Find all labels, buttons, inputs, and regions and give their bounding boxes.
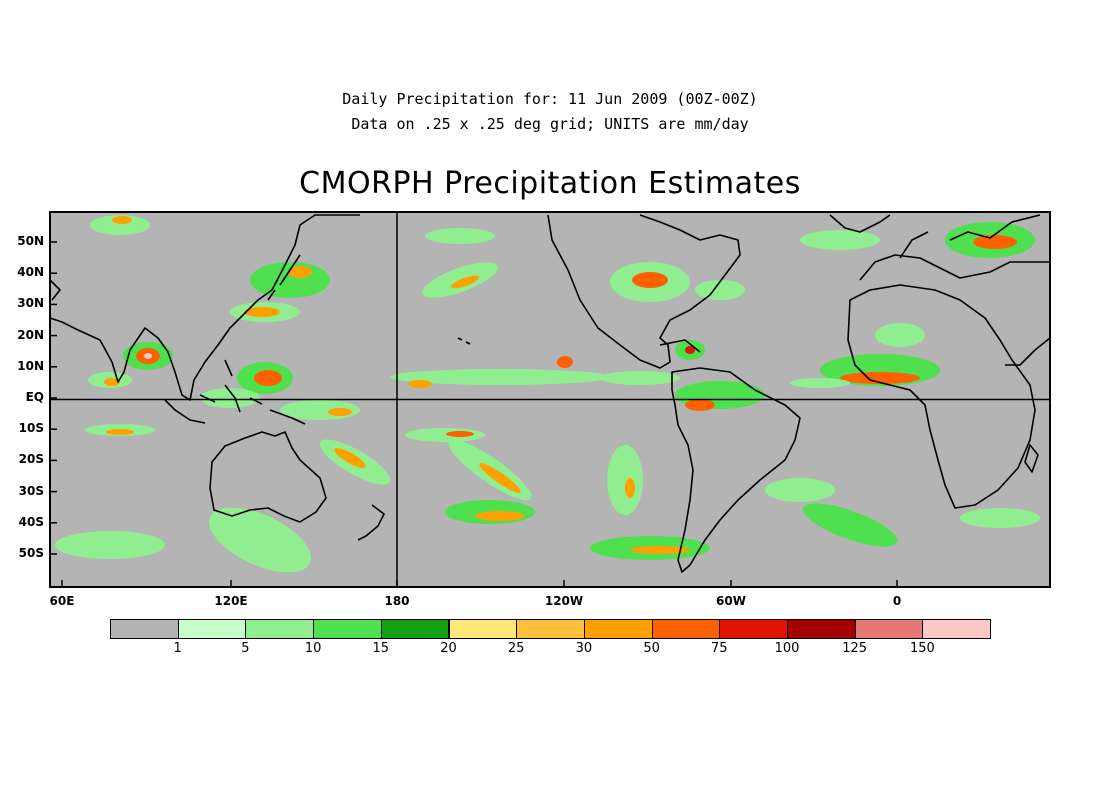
colorbar-swatch <box>110 619 179 639</box>
colorbar-label: 75 <box>711 641 728 656</box>
colorbar-label: 15 <box>372 641 390 656</box>
lon-label: 60E <box>49 594 75 608</box>
colorbar-swatch <box>854 619 924 639</box>
lat-label: 30N <box>17 296 44 311</box>
colorbar-label: 20 <box>440 641 457 656</box>
lat-label: 40N <box>17 265 44 280</box>
lon-label: 120W <box>544 594 584 608</box>
colorbar-label: 5 <box>241 641 250 656</box>
colorbar-label: 25 <box>507 641 525 656</box>
lon-label: 0 <box>892 594 902 608</box>
header-date-line: Daily Precipitation for: 11 Jun 2009 (00… <box>342 90 758 108</box>
colorbar-swatch <box>448 619 518 639</box>
lat-label: 30S <box>18 483 44 498</box>
colorbar-swatch <box>380 619 450 639</box>
colorbar-swatch <box>583 619 653 639</box>
lat-label: 20S <box>18 452 44 467</box>
colorbar-swatch <box>719 619 788 639</box>
colorbar-label: 30 <box>575 641 593 656</box>
colorbar-swatch <box>177 619 247 639</box>
colorbar-swatch <box>787 619 856 639</box>
colorbar-label: 100 <box>774 641 800 656</box>
colorbar-swatch <box>922 619 992 639</box>
colorbar-swatch <box>516 619 585 639</box>
colorbar-swatch <box>245 619 315 639</box>
lat-label: 10S <box>18 421 44 436</box>
lon-label: 60W <box>716 594 746 608</box>
lat-label: 20N <box>17 327 44 342</box>
lat-label: 40S <box>18 514 44 529</box>
colorbar-swatch <box>313 619 382 639</box>
colorbar-label: 125 <box>842 641 868 656</box>
precipitation-blobs <box>55 215 1040 573</box>
lon-label: 180 <box>384 594 410 608</box>
lat-label: 10N <box>17 358 44 373</box>
colorbar-swatch <box>651 619 721 639</box>
lon-label: 120E <box>214 594 248 608</box>
colorbar-label: 10 <box>304 641 322 656</box>
lat-label: 50S <box>18 546 44 560</box>
header-units-line: Data on .25 x .25 deg grid; UNITS are mm… <box>351 115 749 133</box>
lat-label: 50N <box>17 234 44 248</box>
lat-label: EQ <box>25 390 44 404</box>
colorbar-label: 50 <box>643 641 660 656</box>
colorbar-label: 1 <box>173 641 182 656</box>
colorbar-label: 150 <box>909 641 935 656</box>
map-title: CMORPH Precipitation Estimates <box>299 166 801 201</box>
